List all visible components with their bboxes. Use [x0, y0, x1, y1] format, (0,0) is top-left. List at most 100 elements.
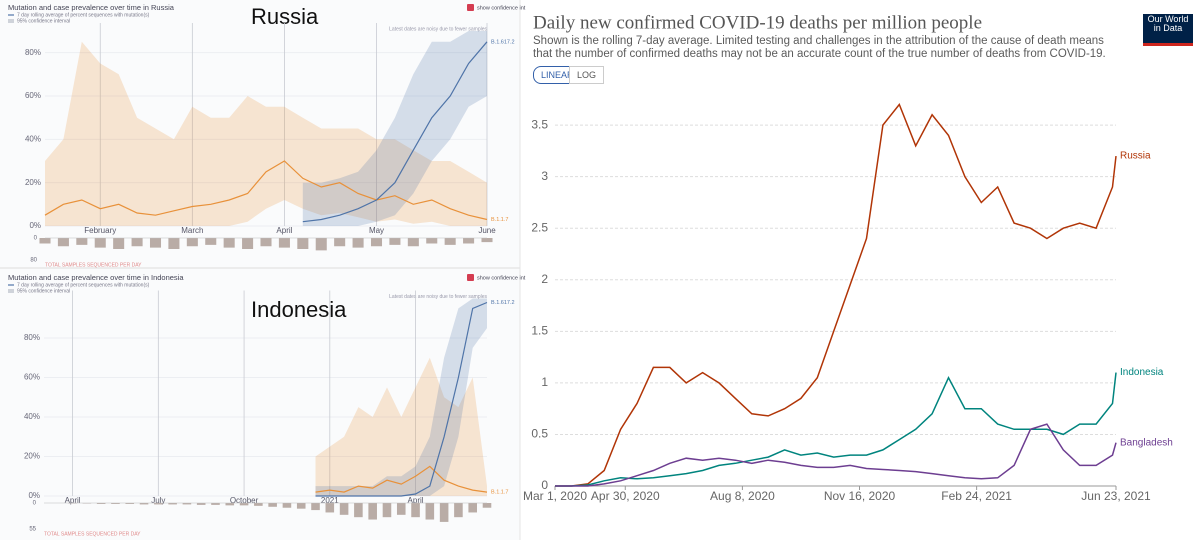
y-tick-label: 80% [25, 48, 41, 57]
x-tick-label: April [276, 226, 292, 235]
source-logo[interactable]: Our World in Data [1143, 14, 1193, 46]
sample-bar [242, 238, 254, 249]
sample-bar [211, 503, 220, 505]
x-tick-label: 2021 [321, 496, 339, 505]
sample-bar [339, 503, 349, 515]
sample-tick-label: 55 [29, 527, 36, 533]
y-tick-label: 2.5 [531, 220, 548, 234]
sample-bar [425, 503, 435, 520]
y-tick-label: 0 [541, 478, 548, 492]
x-tick-label: Jun 23, 2021 [1081, 489, 1151, 503]
sample-bar [196, 503, 206, 505]
x-tick-label: Mar 1, 2020 [523, 489, 587, 503]
sample-bar [482, 503, 492, 508]
series-label: B.1.617.2 [491, 39, 515, 45]
x-tick-label: March [181, 226, 203, 235]
legend-text: 95% confidence interval [17, 288, 70, 294]
sample-bar [315, 238, 327, 251]
sample-bar [76, 238, 88, 245]
sample-bar [426, 238, 438, 244]
confidence-toggle[interactable] [467, 274, 474, 281]
sample-bar [260, 238, 272, 247]
sample-bar [282, 503, 292, 508]
sample-bar [149, 238, 162, 248]
series-line [555, 423, 1117, 487]
chart-title: Daily new confirmed COVID-19 deaths per … [533, 12, 982, 33]
confidence-toggle[interactable] [467, 4, 474, 11]
y-tick-label: 40% [25, 134, 41, 143]
sample-bar [223, 238, 235, 248]
sample-bar [113, 238, 125, 249]
sample-bar [131, 238, 143, 247]
series-label: Russia [1120, 151, 1151, 162]
y-tick-label: 0% [29, 221, 41, 230]
legend-text: 95% confidence interval [17, 18, 70, 24]
sample-tick-label: 80 [30, 258, 37, 264]
y-tick-label: 40% [24, 412, 40, 421]
sample-bar [481, 238, 493, 243]
legend-text: 7 day rolling average of percent sequenc… [17, 12, 150, 18]
toggle-label: show confidence int [477, 275, 526, 281]
sample-bar [239, 503, 249, 506]
country-label: Russia [251, 4, 319, 29]
x-tick-label: April [408, 496, 424, 505]
sample-tick-label: 0 [33, 501, 37, 507]
sample-label: TOTAL SAMPLES SEQUENCED PER DAY [44, 531, 141, 537]
sample-bar [454, 503, 463, 518]
x-tick-label: May [369, 226, 384, 235]
y-tick-label: 20% [24, 452, 40, 461]
sample-bar [334, 238, 346, 247]
sample-bar [154, 503, 163, 505]
sample-bar [268, 503, 277, 507]
sample-bar [111, 503, 120, 504]
y-tick-label: 0% [28, 491, 40, 500]
sample-bar [325, 503, 335, 513]
sample-bar [94, 238, 106, 248]
series-label: B.1.1.7 [491, 490, 508, 496]
confidence-band [315, 357, 487, 496]
y-tick-label: 3.5 [531, 117, 548, 131]
sample-bar [463, 238, 475, 244]
sample-bar [225, 503, 235, 506]
chart-title: Mutation and case prevalence over time i… [8, 273, 184, 282]
sample-bar [444, 238, 456, 245]
sample-bar [182, 503, 192, 505]
sample-bar [311, 503, 320, 511]
series-line [555, 372, 1117, 487]
x-tick-label: October [230, 496, 259, 505]
sample-bar [370, 238, 383, 247]
scale-button[interactable]: LOG [569, 66, 605, 84]
y-tick-label: 1 [541, 375, 548, 389]
sample-label: TOTAL SAMPLES SEQUENCED PER DAY [45, 262, 142, 268]
x-tick-label: Nov 16, 2020 [824, 489, 896, 503]
x-tick-label: February [84, 226, 116, 235]
sample-bar [439, 503, 449, 522]
sample-bar [411, 503, 420, 518]
sample-bar [407, 238, 419, 247]
chart-subtitle: Shown is the rolling 7-day average. Limi… [533, 35, 1106, 60]
series-label: Indonesia [1120, 367, 1164, 378]
note: Latest dates are noisy due to fewer samp… [389, 26, 487, 32]
series-label: B.1.1.7 [491, 217, 508, 223]
sample-bar [354, 503, 363, 518]
y-tick-label: 60% [25, 91, 41, 100]
confidence-band [315, 298, 487, 496]
sample-bar [368, 503, 377, 520]
y-tick-label: 0.5 [531, 427, 548, 441]
sample-bar [96, 503, 106, 504]
sample-bar [396, 503, 406, 515]
x-tick-label: Feb 24, 2021 [941, 489, 1012, 503]
sample-bar [57, 238, 69, 247]
sample-bar [352, 238, 364, 248]
sample-bar [205, 238, 217, 245]
y-tick-label: 2 [541, 272, 548, 286]
sample-bar [125, 503, 135, 504]
series-label: B.1.617.2 [491, 300, 515, 306]
series-label: Bangladesh [1120, 437, 1173, 448]
sample-bar [39, 238, 51, 244]
sample-bar [168, 238, 180, 249]
y-tick-label: 80% [24, 333, 40, 342]
sample-bar [186, 238, 198, 247]
sample-bar [278, 238, 290, 248]
